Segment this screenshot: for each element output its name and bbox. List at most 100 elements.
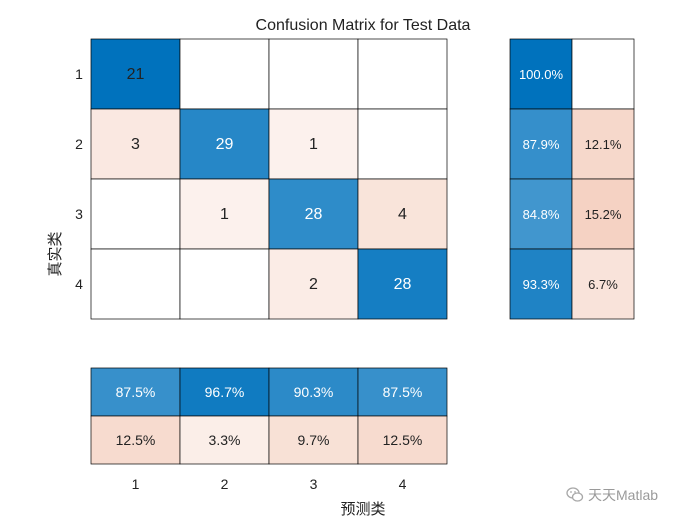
matrix-cell-r2-c4 <box>357 108 448 180</box>
matrix-cell-r3-c3-box <box>268 178 359 250</box>
row-summary-correct-r4-box <box>509 248 573 320</box>
row-summary-correct-r1-value: 100.0% <box>519 67 564 82</box>
column-summary-incorrect-c1-value: 12.5% <box>116 432 156 448</box>
row-summary-correct-r4: 93.3% <box>509 248 573 320</box>
row-tick-label-2: 2 <box>75 136 83 152</box>
row-summary-incorrect-r3: 15.2% <box>571 178 635 250</box>
chart-title: Confusion Matrix for Test Data <box>256 17 471 34</box>
matrix-cell-r2-c1: 3 <box>90 108 181 180</box>
column-summary-incorrect-c3-box <box>268 415 359 465</box>
wechat-logo-icon <box>566 487 584 502</box>
column-summary-correct-c2: 96.7% <box>179 367 270 417</box>
row-summary-incorrect-r1 <box>571 38 635 110</box>
row-summary-correct-r2: 87.9% <box>509 108 573 180</box>
column-summary-incorrect-c2-box <box>179 415 270 465</box>
row-summary-correct-r4-value: 93.3% <box>523 277 560 292</box>
watermark: 天天Matlab <box>566 483 696 507</box>
column-tick-label-2: 2 <box>221 476 229 492</box>
column-summary-correct-c3-box <box>268 367 359 417</box>
row-summary-correct-r3-box <box>509 178 573 250</box>
row-summary-incorrect-r2-box <box>571 108 635 180</box>
watermark-text: 天天Matlab <box>588 487 659 503</box>
column-summary-correct-c4-box <box>357 367 448 417</box>
matrix-cell-r1-c1: 21 <box>90 38 181 110</box>
column-summary-correct-c1: 87.5% <box>90 367 181 417</box>
confusion-matrix-grid: 21 3 29 1 1 28 4 2 28 <box>90 38 448 320</box>
row-tick-label-3: 3 <box>75 206 83 222</box>
matrix-cell-r4-c2 <box>179 248 270 320</box>
matrix-cell-r4-c4: 28 <box>357 248 448 320</box>
column-summary-incorrect-c4: 12.5% <box>357 415 448 465</box>
row-summary-correct-r3-value: 84.8% <box>523 207 560 222</box>
matrix-cell-r1-c2 <box>179 38 270 110</box>
matrix-cell-r1-c4-box <box>357 38 448 110</box>
matrix-cell-r2-c1-value: 3 <box>131 136 140 153</box>
column-summary-incorrect-c4-value: 12.5% <box>383 432 423 448</box>
matrix-cell-r2-c4-box <box>357 108 448 180</box>
column-tick-label-3: 3 <box>310 476 318 492</box>
column-summary-incorrect-c2-value: 3.3% <box>209 432 241 448</box>
matrix-cell-r3-c3-value: 28 <box>305 206 323 223</box>
matrix-cell-r2-c2: 29 <box>179 108 270 180</box>
matrix-cell-r4-c3-box <box>268 248 359 320</box>
matrix-cell-r1-c3-box <box>268 38 359 110</box>
column-tick-label-4: 4 <box>399 476 407 492</box>
row-summary-incorrect-r1-box <box>571 38 635 110</box>
column-summary-incorrect-c1: 12.5% <box>90 415 181 465</box>
matrix-cell-r3-c4: 4 <box>357 178 448 250</box>
column-summary-correct-c4: 87.5% <box>357 367 448 417</box>
matrix-cell-r4-c3: 2 <box>268 248 359 320</box>
column-tick-label-1: 1 <box>132 476 140 492</box>
row-tick-label-4: 4 <box>75 276 83 292</box>
matrix-cell-r4-c1-box <box>90 248 181 320</box>
row-tick-labels: 1 2 3 4 <box>75 66 83 292</box>
matrix-cell-r4-c1 <box>90 248 181 320</box>
matrix-cell-r1-c3 <box>268 38 359 110</box>
matrix-cell-r2-c3: 1 <box>268 108 359 180</box>
y-axis-label: 真实类 <box>46 231 64 276</box>
matrix-cell-r3-c3: 28 <box>268 178 359 250</box>
matrix-cell-r4-c4-value: 28 <box>394 276 412 293</box>
row-summary-incorrect-r4: 6.7% <box>571 248 635 320</box>
matrix-cell-r2-c2-box <box>179 108 270 180</box>
row-summary-incorrect-r2: 12.1% <box>571 108 635 180</box>
matrix-cell-r4-c3-value: 2 <box>309 276 318 293</box>
row-summary-grid: 100.0% 87.9% 12.1% 84.8% 15.2% 93.3% 6.7% <box>509 38 635 320</box>
row-summary-correct-r1: 100.0% <box>509 38 573 110</box>
matrix-cell-r1-c2-box <box>179 38 270 110</box>
column-summary-incorrect-c1-box <box>90 415 181 465</box>
column-summary-correct-c3-value: 90.3% <box>294 384 334 400</box>
column-summary-grid: 87.5% 96.7% 90.3% 87.5% 12.5% 3.3% 9.7% 12.5% <box>90 367 448 465</box>
row-summary-incorrect-r3-value: 15.2% <box>585 207 622 222</box>
column-summary-correct-c2-value: 96.7% <box>205 384 245 400</box>
matrix-cell-r3-c2-value: 1 <box>220 206 229 223</box>
matrix-cell-r1-c1-value: 21 <box>127 66 145 83</box>
matrix-cell-r2-c2-value: 29 <box>216 136 234 153</box>
matrix-cell-r2-c3-value: 1 <box>309 136 318 153</box>
column-summary-correct-c1-value: 87.5% <box>116 384 156 400</box>
row-summary-incorrect-r3-box <box>571 178 635 250</box>
matrix-cell-r3-c2-box <box>179 178 270 250</box>
matrix-cell-r2-c1-box <box>90 108 181 180</box>
column-summary-correct-c1-box <box>90 367 181 417</box>
row-summary-incorrect-r4-value: 6.7% <box>588 277 618 292</box>
matrix-cell-r2-c3-box <box>268 108 359 180</box>
row-summary-incorrect-r4-box <box>571 248 635 320</box>
matrix-cell-r3-c2: 1 <box>179 178 270 250</box>
row-summary-correct-r2-value: 87.9% <box>523 137 560 152</box>
column-summary-correct-c3: 90.3% <box>268 367 359 417</box>
matrix-cell-r3-c1 <box>90 178 181 250</box>
matrix-cell-r1-c1-box <box>90 38 181 110</box>
matrix-cell-r3-c4-value: 4 <box>398 206 407 223</box>
row-summary-correct-r1-box <box>509 38 573 110</box>
column-summary-incorrect-c2: 3.3% <box>179 415 270 465</box>
x-axis-label: 预测类 <box>340 500 385 518</box>
column-summary-incorrect-c4-box <box>357 415 448 465</box>
matrix-cell-r1-c4 <box>357 38 448 110</box>
column-tick-labels: 1 2 3 4 <box>132 476 407 492</box>
column-summary-correct-c2-box <box>179 367 270 417</box>
column-summary-incorrect-c3: 9.7% <box>268 415 359 465</box>
column-summary-correct-c4-value: 87.5% <box>383 384 423 400</box>
row-tick-label-1: 1 <box>75 66 83 82</box>
row-summary-incorrect-r2-value: 12.1% <box>585 137 622 152</box>
